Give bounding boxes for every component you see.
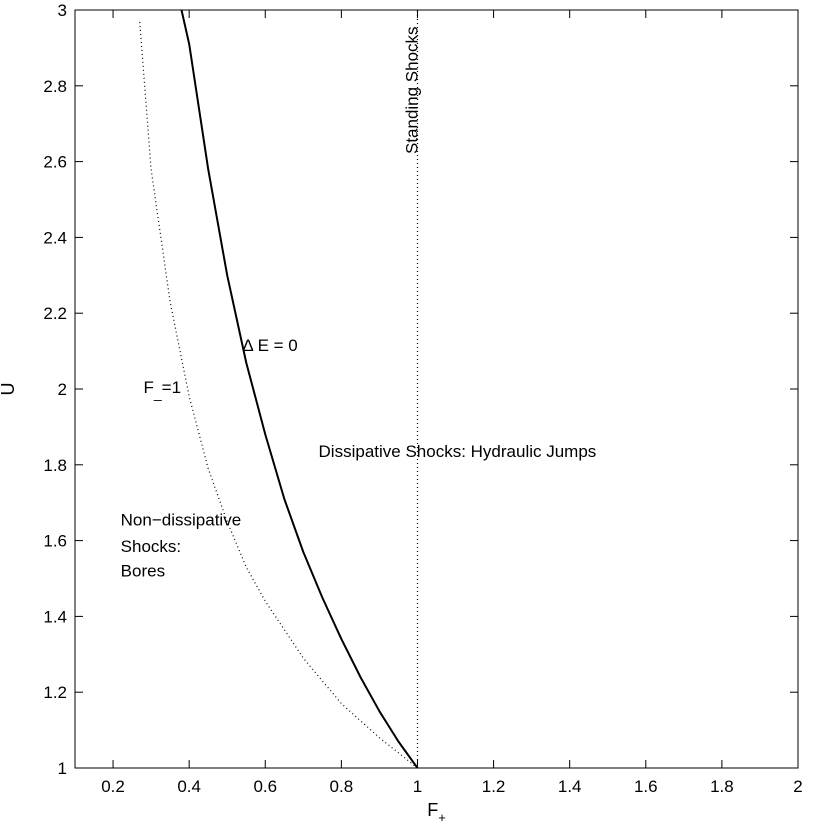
annotation-6: Shocks: xyxy=(121,537,181,556)
y-tick-label: 1.6 xyxy=(43,532,67,551)
x-tick-label: 1 xyxy=(413,777,422,796)
annotation-2: Δ E = 0 xyxy=(242,336,297,355)
y-tick-label: 2.6 xyxy=(43,153,67,172)
y-axis-label: U xyxy=(0,383,18,396)
x-tick-label: 0.2 xyxy=(101,777,125,796)
annotation-5: Non−dissipative xyxy=(121,510,241,529)
y-tick-label: 1 xyxy=(58,759,67,778)
y-tick-label: 1.8 xyxy=(43,456,67,475)
series-line-2 xyxy=(139,21,418,768)
y-tick-label: 2.4 xyxy=(43,228,67,247)
annotation-layer: Standing Shocks Δ E = 0 F_=1 Dissipative Sh… xyxy=(121,26,597,580)
x-tick-label: 1.8 xyxy=(710,777,734,796)
tick-layer: 0.2 0.4 0.6 0.8 1 1.2 1.4 1.6 1.8 2 1 1.2 1.4 1.6 1.8 2… xyxy=(43,1,802,796)
y-tick-label: 1.4 xyxy=(43,607,67,626)
annotation-4: Dissipative Shocks: Hydraulic Jumps xyxy=(319,442,597,461)
series-layer xyxy=(139,10,419,768)
x-tick-label: 2 xyxy=(793,777,802,796)
y-tick-label: 2.2 xyxy=(43,304,67,323)
series-line-1 xyxy=(180,10,419,768)
y-tick-label: 3 xyxy=(58,1,67,20)
x-tick-label: 1.6 xyxy=(634,777,658,796)
y-tick-label: 2.8 xyxy=(43,77,67,96)
y-tick-label: 1.2 xyxy=(43,683,67,702)
x-tick-label: 0.6 xyxy=(253,777,277,796)
plot-frame xyxy=(74,9,799,769)
y-tick-label: 2 xyxy=(58,380,67,399)
x-axis-label: F+ xyxy=(427,800,446,825)
x-tick-label: 0.4 xyxy=(177,777,201,796)
annotation-1: Standing Shocks xyxy=(402,26,421,154)
annotation-7: Bores xyxy=(121,562,165,581)
x-tick-label: 1.2 xyxy=(482,777,506,796)
annotation-3: F_=1 xyxy=(143,378,181,401)
x-tick-label: 1.4 xyxy=(558,777,582,796)
x-tick-label: 0.8 xyxy=(330,777,354,796)
